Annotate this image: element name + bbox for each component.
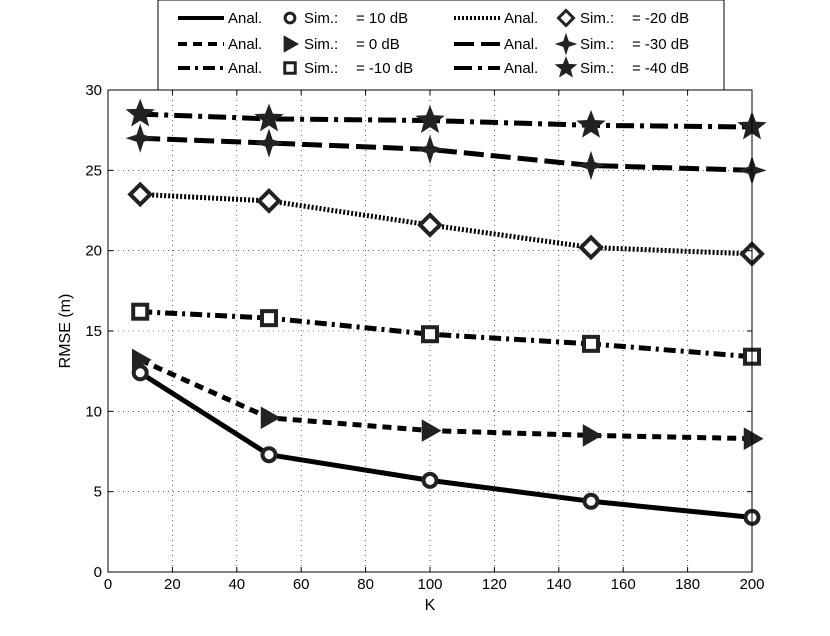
y-tick-label: 25	[85, 162, 102, 179]
legend-marker	[554, 56, 578, 78]
data-point-marker	[260, 446, 278, 464]
data-point-marker	[254, 128, 284, 158]
series-line-0	[138, 370, 753, 520]
series-line-2	[140, 309, 753, 360]
y-tick-label: 15	[85, 323, 102, 340]
x-tick-label: 200	[739, 576, 764, 593]
data-point-marker	[415, 134, 445, 165]
legend: Anal. Sim.: = 10 dB Anal. Sim.: = 0 dB Anal. Si…	[157, 0, 725, 91]
data-point-marker	[415, 105, 445, 133]
data-point-marker	[421, 419, 442, 442]
data-point-marker	[260, 309, 278, 328]
legend-marker	[556, 8, 576, 28]
legend-anal-label: Anal.	[504, 36, 538, 53]
data-point-marker	[417, 212, 443, 238]
series-markers	[125, 98, 767, 526]
legend-marker	[283, 61, 297, 75]
legend-anal-label: Anal.	[228, 10, 262, 27]
x-tick-label: 0	[104, 576, 112, 593]
data-point-marker	[578, 234, 604, 261]
y-tick-label: 30	[85, 82, 102, 99]
x-tick-label: 60	[293, 576, 310, 593]
legend-sim-label: Sim.:	[304, 36, 338, 53]
legend-series-name: = -30 dB	[632, 36, 689, 53]
x-tick-label: 20	[164, 576, 181, 593]
y-tick-label: 0	[94, 564, 102, 581]
legend-sim-label: Sim.:	[580, 60, 614, 77]
series-line-1	[139, 357, 753, 442]
data-point-marker	[582, 424, 603, 447]
legend-marker	[283, 35, 300, 53]
y-tick-label: 5	[94, 484, 102, 501]
data-point-marker	[131, 348, 152, 372]
x-tick-label: 80	[357, 576, 374, 593]
x-axis-label: K	[425, 597, 436, 614]
x-tick-label: 160	[611, 576, 636, 593]
legend-anal-label: Anal.	[504, 10, 538, 27]
legend-series-name: = 10 dB	[356, 10, 408, 27]
legend-series-name: = -20 dB	[632, 10, 689, 27]
series-line-4	[140, 135, 753, 173]
y-axis-label: RMSE (m)	[57, 294, 74, 369]
data-point-marker	[421, 325, 439, 344]
x-tick-label: 40	[228, 576, 245, 593]
data-point-marker	[127, 181, 154, 208]
data-point-marker	[743, 427, 764, 450]
data-point-marker	[260, 406, 281, 430]
legend-sim-label: Sim.:	[304, 60, 338, 77]
legend-sim-label: Sim.:	[580, 36, 614, 53]
y-tick-label: 10	[85, 403, 102, 420]
x-tick-label: 120	[482, 576, 507, 593]
legend-marker	[554, 32, 578, 56]
legend-sim-label: Sim.:	[304, 10, 338, 27]
data-point-marker	[125, 123, 155, 153]
data-point-marker	[254, 103, 284, 132]
legend-anal-label: Anal.	[504, 60, 538, 77]
data-point-marker	[421, 471, 439, 489]
data-point-marker	[256, 188, 282, 214]
legend-series-name: = 0 dB	[356, 36, 400, 53]
legend-frame	[157, 0, 725, 91]
legend-series-name: = -10 dB	[356, 60, 413, 77]
data-point-marker	[125, 98, 155, 127]
series-line-3	[140, 191, 753, 257]
axis-ticks: 0 20 40 60 80 100 120 140 160 180 200 0 5 10 15 20 25 30	[85, 82, 764, 593]
data-point-marker	[576, 150, 606, 181]
data-point-marker	[131, 302, 150, 321]
legend-marker	[283, 11, 297, 25]
data-point-marker	[576, 109, 606, 138]
legend-series-name: = -40 dB	[632, 60, 689, 77]
x-tick-label: 100	[417, 576, 442, 593]
data-point-marker	[582, 334, 600, 353]
y-tick-label: 20	[85, 243, 102, 260]
series-lines	[138, 111, 753, 520]
series-line-5	[140, 111, 753, 130]
x-tick-label: 140	[546, 576, 571, 593]
x-tick-label: 180	[675, 576, 700, 593]
legend-sim-label: Sim.:	[580, 10, 614, 27]
legend-anal-label: Anal.	[228, 36, 262, 53]
data-point-marker	[582, 492, 600, 510]
legend-anal-label: Anal.	[228, 60, 262, 77]
